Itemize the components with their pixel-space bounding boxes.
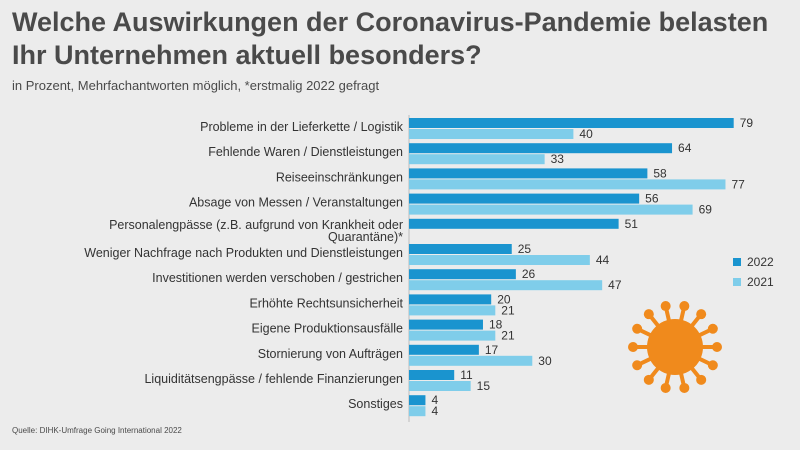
- data-label: 26: [522, 267, 536, 281]
- category-label: Stornierung von Aufträgen: [258, 347, 403, 361]
- bar-2021: [409, 305, 496, 316]
- bar-2022: [409, 269, 516, 280]
- bar-2021: [409, 154, 545, 165]
- data-label: 17: [485, 343, 499, 357]
- bar-2022: [409, 319, 483, 330]
- bar-2022: [409, 168, 648, 179]
- bar-2021: [409, 330, 496, 341]
- data-label: 77: [731, 177, 745, 191]
- data-label: 51: [625, 217, 639, 231]
- legend-item-2021: 2021: [733, 272, 774, 292]
- bar-2022: [409, 218, 619, 229]
- category-label: Sonstiges: [348, 397, 403, 411]
- data-label: 56: [645, 192, 659, 206]
- source-note: Quelle: DIHK-Umfrage Going International…: [12, 426, 182, 435]
- category-label: Probleme in der Lieferkette / Logistik: [200, 120, 404, 134]
- data-label: 47: [608, 278, 622, 292]
- bar-2022: [409, 370, 455, 380]
- bar-2021: [409, 280, 603, 291]
- data-label: 25: [518, 242, 532, 256]
- data-label: 18: [489, 318, 503, 332]
- legend-item-2022: 2022: [733, 252, 774, 272]
- data-label: 40: [579, 127, 593, 141]
- data-label: 15: [477, 379, 491, 393]
- category-label: Weniger Nachfrage nach Produkten und Die…: [84, 246, 403, 260]
- data-label: 21: [501, 303, 515, 317]
- bar-2022: [409, 244, 512, 254]
- legend-label-2022: 2022: [747, 255, 774, 269]
- category-label: Reiseeinschränkungen: [276, 170, 403, 184]
- data-label: 30: [538, 354, 552, 368]
- legend-swatch-2021: [733, 278, 741, 286]
- bar-2021: [409, 406, 426, 417]
- coronavirus-icon: [628, 301, 722, 393]
- bar-2021: [409, 204, 693, 215]
- bar-2021: [409, 179, 726, 190]
- data-label: 11: [460, 368, 473, 382]
- bar-2022: [409, 344, 479, 355]
- bar-2022: [409, 395, 426, 406]
- chart-title: Welche Auswirkungen der Coronavirus-Pand…: [12, 7, 769, 70]
- legend-label-2021: 2021: [747, 275, 774, 289]
- data-label: 20: [497, 292, 511, 306]
- data-label: 4: [431, 404, 438, 418]
- data-label: 4: [431, 393, 438, 407]
- bar-2021: [409, 355, 533, 366]
- chart-subtitle: in Prozent, Mehrfachantworten möglich, *…: [12, 78, 380, 93]
- legend: 2022 2021: [733, 252, 774, 292]
- bar-2022: [409, 294, 492, 305]
- data-label: 21: [501, 329, 515, 343]
- category-label: Erhöhte Rechtsunsicherheit: [249, 296, 403, 310]
- category-label: Absage von Messen / Veranstaltungen: [189, 196, 403, 210]
- legend-swatch-2022: [733, 258, 741, 266]
- bar-2022: [409, 143, 673, 154]
- category-label: Liquiditätsengpässe / fehlende Finanzier…: [144, 372, 403, 386]
- bar-2022: [409, 193, 640, 204]
- bar-2021: [409, 255, 590, 265]
- category-label: Investitionen werden verschoben / gestri…: [152, 271, 403, 285]
- data-label: 58: [653, 166, 667, 180]
- bar-2022: [409, 118, 734, 128]
- data-label: 44: [596, 253, 610, 267]
- data-label: 69: [699, 203, 713, 217]
- data-label: 64: [678, 141, 692, 155]
- data-label: 79: [740, 116, 754, 130]
- bar-2021: [409, 129, 574, 139]
- category-label: Fehlende Waren / Dienstleistungen: [208, 145, 403, 159]
- data-label: 33: [551, 152, 565, 166]
- bar-2021: [409, 381, 471, 391]
- category-label: Eigene Produktionsausfälle: [252, 322, 404, 336]
- category-label: Personalengpässe (z.B. aufgrund von Kran…: [109, 218, 403, 244]
